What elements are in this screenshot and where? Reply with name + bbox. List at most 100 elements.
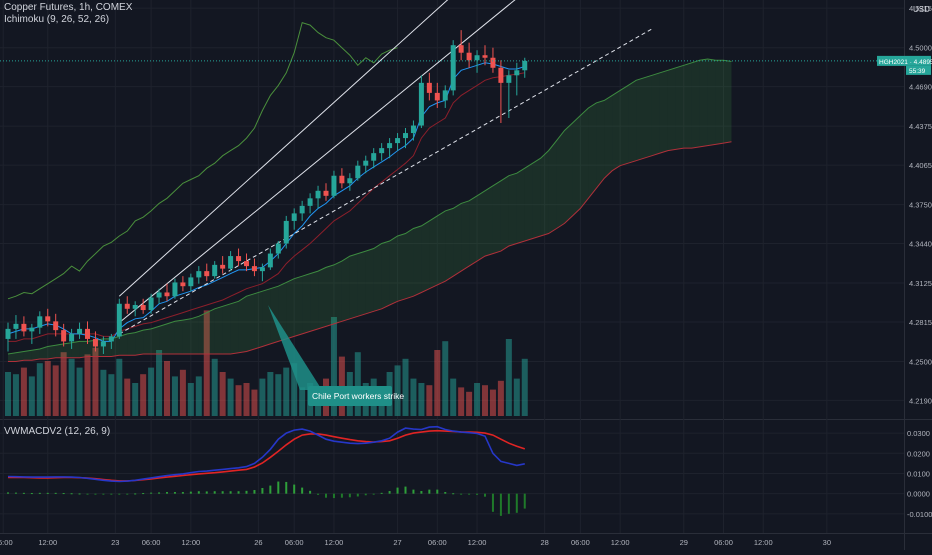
- cloud-segment: [190, 316, 199, 354]
- time-tick-label: 30: [823, 538, 831, 547]
- candles: [5, 30, 528, 354]
- time-tick-label: 29: [680, 538, 688, 547]
- cloud-segment: [373, 243, 382, 312]
- cloud-segment: [461, 200, 470, 272]
- histogram-bar: [444, 492, 447, 494]
- volume-bar: [354, 352, 361, 416]
- senkou-span-b: [8, 141, 732, 362]
- cloud-segment: [71, 341, 80, 358]
- histogram-bar: [388, 491, 391, 494]
- volume-bar: [418, 383, 425, 416]
- candle-body: [259, 267, 265, 272]
- candle-body: [442, 90, 448, 101]
- volume-bar: [299, 387, 306, 416]
- cloud-segment: [683, 62, 692, 149]
- candle-body: [458, 45, 464, 53]
- candle-body: [307, 198, 313, 206]
- histogram-bar: [173, 492, 176, 494]
- cloud-segment: [198, 312, 207, 354]
- cloud-segment: [492, 180, 501, 254]
- candle-body: [196, 271, 202, 278]
- cloud-segment: [341, 256, 350, 322]
- histogram-bar: [332, 493, 335, 499]
- histogram-bar: [197, 491, 200, 494]
- histogram-bar: [484, 493, 486, 497]
- candle-body: [450, 45, 456, 91]
- cloud-segment: [572, 115, 581, 216]
- candle-body: [331, 175, 337, 196]
- cloud-segment: [159, 323, 167, 354]
- cloud-segment: [628, 80, 637, 164]
- volume-bar: [259, 378, 266, 416]
- candle-body: [498, 67, 504, 83]
- candle-body: [21, 323, 27, 332]
- histogram-bar: [245, 490, 248, 494]
- candle-body: [220, 264, 226, 269]
- histogram-bar: [86, 493, 89, 495]
- histogram-bar: [181, 492, 184, 494]
- cloud-segment: [636, 77, 644, 161]
- time-tick-label: 06:00: [142, 538, 161, 547]
- cloud-segment: [588, 102, 597, 199]
- histogram-bar: [150, 492, 153, 494]
- cloud-segment: [715, 60, 724, 145]
- cloud-segment: [445, 208, 454, 282]
- candle-body: [522, 60, 528, 71]
- candle-body: [482, 55, 488, 58]
- cloud-segment: [604, 95, 613, 179]
- candle-body: [355, 165, 361, 179]
- candle-body: [236, 256, 242, 262]
- candle-body: [426, 82, 432, 93]
- histogram-bar: [436, 489, 439, 494]
- histogram-bar: [70, 493, 73, 495]
- histogram-bar: [340, 493, 343, 498]
- candle-body: [204, 271, 210, 277]
- candle-body: [45, 316, 51, 322]
- currency-label: USD: [913, 5, 930, 14]
- histogram-bar: [38, 492, 41, 494]
- cloud-segment: [246, 293, 255, 352]
- price-tick-label: 4.5000: [909, 44, 932, 53]
- volume-bar: [489, 389, 496, 416]
- volume-bar: [28, 376, 35, 416]
- candle-body: [339, 175, 345, 184]
- volume-bar: [283, 367, 290, 416]
- cloud-segment: [15, 351, 24, 362]
- time-tick-label: 12:00: [468, 538, 487, 547]
- volume-bar: [219, 372, 226, 416]
- candle-body: [85, 328, 90, 339]
- price-tick-label: 4.3125: [909, 279, 932, 288]
- histogram-bar: [317, 493, 320, 495]
- histogram-bar: [14, 492, 17, 494]
- cloud-segment: [365, 248, 374, 314]
- volume-bar: [243, 383, 250, 416]
- volume-bar: [482, 385, 488, 416]
- candle-body: [347, 178, 353, 184]
- volume-bar: [92, 347, 99, 416]
- cloud-segment: [556, 130, 565, 229]
- cloud-segment: [119, 333, 128, 356]
- cloud-segment: [644, 75, 652, 159]
- candle-body: [228, 256, 234, 269]
- time-tick-label: 12:00: [181, 538, 200, 547]
- volume-bar: [12, 374, 19, 416]
- volume-bar: [195, 376, 202, 416]
- cloud-segment: [8, 352, 16, 362]
- base-line: [8, 72, 525, 342]
- candle-body: [172, 282, 178, 297]
- histogram-bar: [261, 488, 264, 494]
- ichimoku-cloud: [7, 21, 732, 362]
- time-tick-label: 27: [393, 538, 401, 547]
- cloud-segment: [349, 253, 358, 319]
- volume-bar: [52, 365, 59, 416]
- cloud-segment: [540, 150, 549, 236]
- volume-bar: [60, 352, 67, 416]
- candle-body: [283, 220, 289, 244]
- histogram-bar: [78, 493, 81, 495]
- volume-bar: [116, 358, 123, 416]
- cloud-segment: [429, 215, 438, 289]
- osc-tick-label: 0.0200: [907, 449, 930, 458]
- candle-body: [418, 82, 424, 126]
